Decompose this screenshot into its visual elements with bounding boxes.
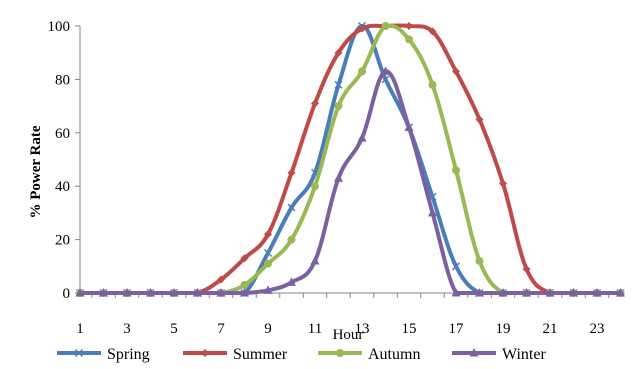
data-point-winter	[334, 173, 343, 182]
data-point-summer	[475, 115, 484, 124]
x-tick-label: 5	[170, 321, 178, 337]
data-point-winter	[357, 133, 367, 142]
data-point-summer	[334, 48, 343, 57]
data-point-summer	[452, 67, 460, 76]
data-point-winter	[310, 255, 320, 265]
data-point-spring	[287, 203, 296, 212]
data-point-summer	[311, 99, 319, 108]
data-point-winter	[616, 288, 625, 297]
data-point-autumn	[405, 35, 413, 44]
data-point-spring	[74, 348, 84, 358]
x-tick-label: 1	[76, 321, 84, 337]
legend-label: Winter	[502, 346, 546, 363]
legend-item-summer: Summer	[183, 346, 288, 363]
data-point-autumn	[334, 102, 343, 111]
data-point-winter	[592, 288, 602, 297]
x-tick-label: 23	[590, 321, 605, 337]
data-point-autumn	[428, 80, 437, 89]
data-point-spring	[263, 248, 273, 257]
x-tick-label: 19	[496, 321, 511, 337]
x-tick-label: 9	[264, 321, 272, 337]
data-point-winter	[75, 288, 85, 297]
data-point-winter	[122, 288, 132, 297]
y-ticks: 0 20 40 60 80 100	[48, 19, 80, 302]
series-winter	[75, 66, 625, 297]
x-tick-label: 11	[308, 321, 322, 337]
data-point-autumn	[311, 182, 319, 191]
data-point-winter	[216, 288, 226, 297]
data-point-autumn	[475, 256, 484, 265]
data-point-winter	[240, 288, 249, 297]
y-tick-label: 100	[48, 19, 71, 35]
data-point-summer	[358, 24, 366, 33]
data-point-autumn	[381, 22, 390, 30]
x-tick-label: 3	[123, 321, 131, 337]
data-point-winter	[263, 285, 273, 294]
data-point-summer	[499, 179, 507, 188]
x-axis-title: Hour	[333, 327, 364, 343]
data-point-autumn	[452, 166, 460, 175]
legend-item-winter: Winter	[452, 346, 546, 363]
legend-label: Summer	[233, 346, 288, 363]
x-tick-label: 17	[449, 321, 465, 337]
data-point-winter	[469, 348, 479, 357]
y-tick-label: 40	[55, 179, 70, 195]
data-point-summer	[201, 349, 209, 357]
legend: Spring Summer Autumn Winter	[57, 346, 546, 363]
data-point-winter	[428, 207, 437, 217]
data-point-autumn	[336, 349, 344, 357]
data-point-summer	[287, 168, 296, 177]
data-point-winter	[569, 288, 578, 297]
y-tick-label: 0	[63, 286, 71, 302]
y-axis-title: % Power Rate	[28, 125, 44, 218]
data-point-winter	[475, 288, 484, 297]
data-point-winter	[381, 66, 390, 75]
data-point-summer	[522, 264, 531, 273]
data-point-summer	[264, 230, 272, 239]
data-point-winter	[99, 288, 108, 297]
data-point-winter	[193, 288, 202, 297]
data-point-spring	[381, 75, 390, 84]
axes	[79, 26, 622, 294]
data-point-autumn	[240, 280, 249, 289]
data-point-winter	[522, 288, 531, 297]
data-point-summer	[428, 27, 437, 36]
data-point-autumn	[287, 235, 296, 244]
series-layer	[75, 21, 625, 298]
data-point-spring	[451, 262, 461, 271]
data-point-autumn	[358, 67, 366, 76]
x-tick-label: 15	[402, 321, 417, 337]
series-line-winter	[79, 69, 621, 296]
data-point-winter	[146, 288, 155, 297]
legend-label: Spring	[107, 346, 150, 363]
legend-label: Autumn	[368, 346, 420, 363]
data-point-winter	[498, 288, 508, 297]
y-tick-label: 80	[55, 72, 70, 88]
data-point-summer	[405, 22, 413, 30]
legend-item-spring: Spring	[57, 346, 150, 363]
y-tick-label: 60	[55, 126, 70, 142]
data-point-summer	[240, 254, 249, 263]
data-point-winter	[169, 288, 179, 297]
data-point-autumn	[264, 259, 272, 268]
x-tick-label: 21	[543, 321, 558, 337]
legend-item-autumn: Autumn	[318, 346, 420, 363]
data-point-summer	[217, 275, 225, 284]
data-point-spring	[334, 80, 343, 89]
x-ticks: 1 3 5 7 9 11 13 15 17 19 21 23	[76, 293, 610, 337]
x-tick-label: 7	[217, 321, 225, 337]
x-tick-label: 13	[355, 321, 370, 337]
data-point-winter	[404, 122, 414, 131]
data-point-winter	[451, 288, 461, 297]
y-tick-label: 20	[55, 233, 70, 249]
data-point-winter	[545, 288, 555, 297]
data-point-winter	[287, 277, 296, 286]
